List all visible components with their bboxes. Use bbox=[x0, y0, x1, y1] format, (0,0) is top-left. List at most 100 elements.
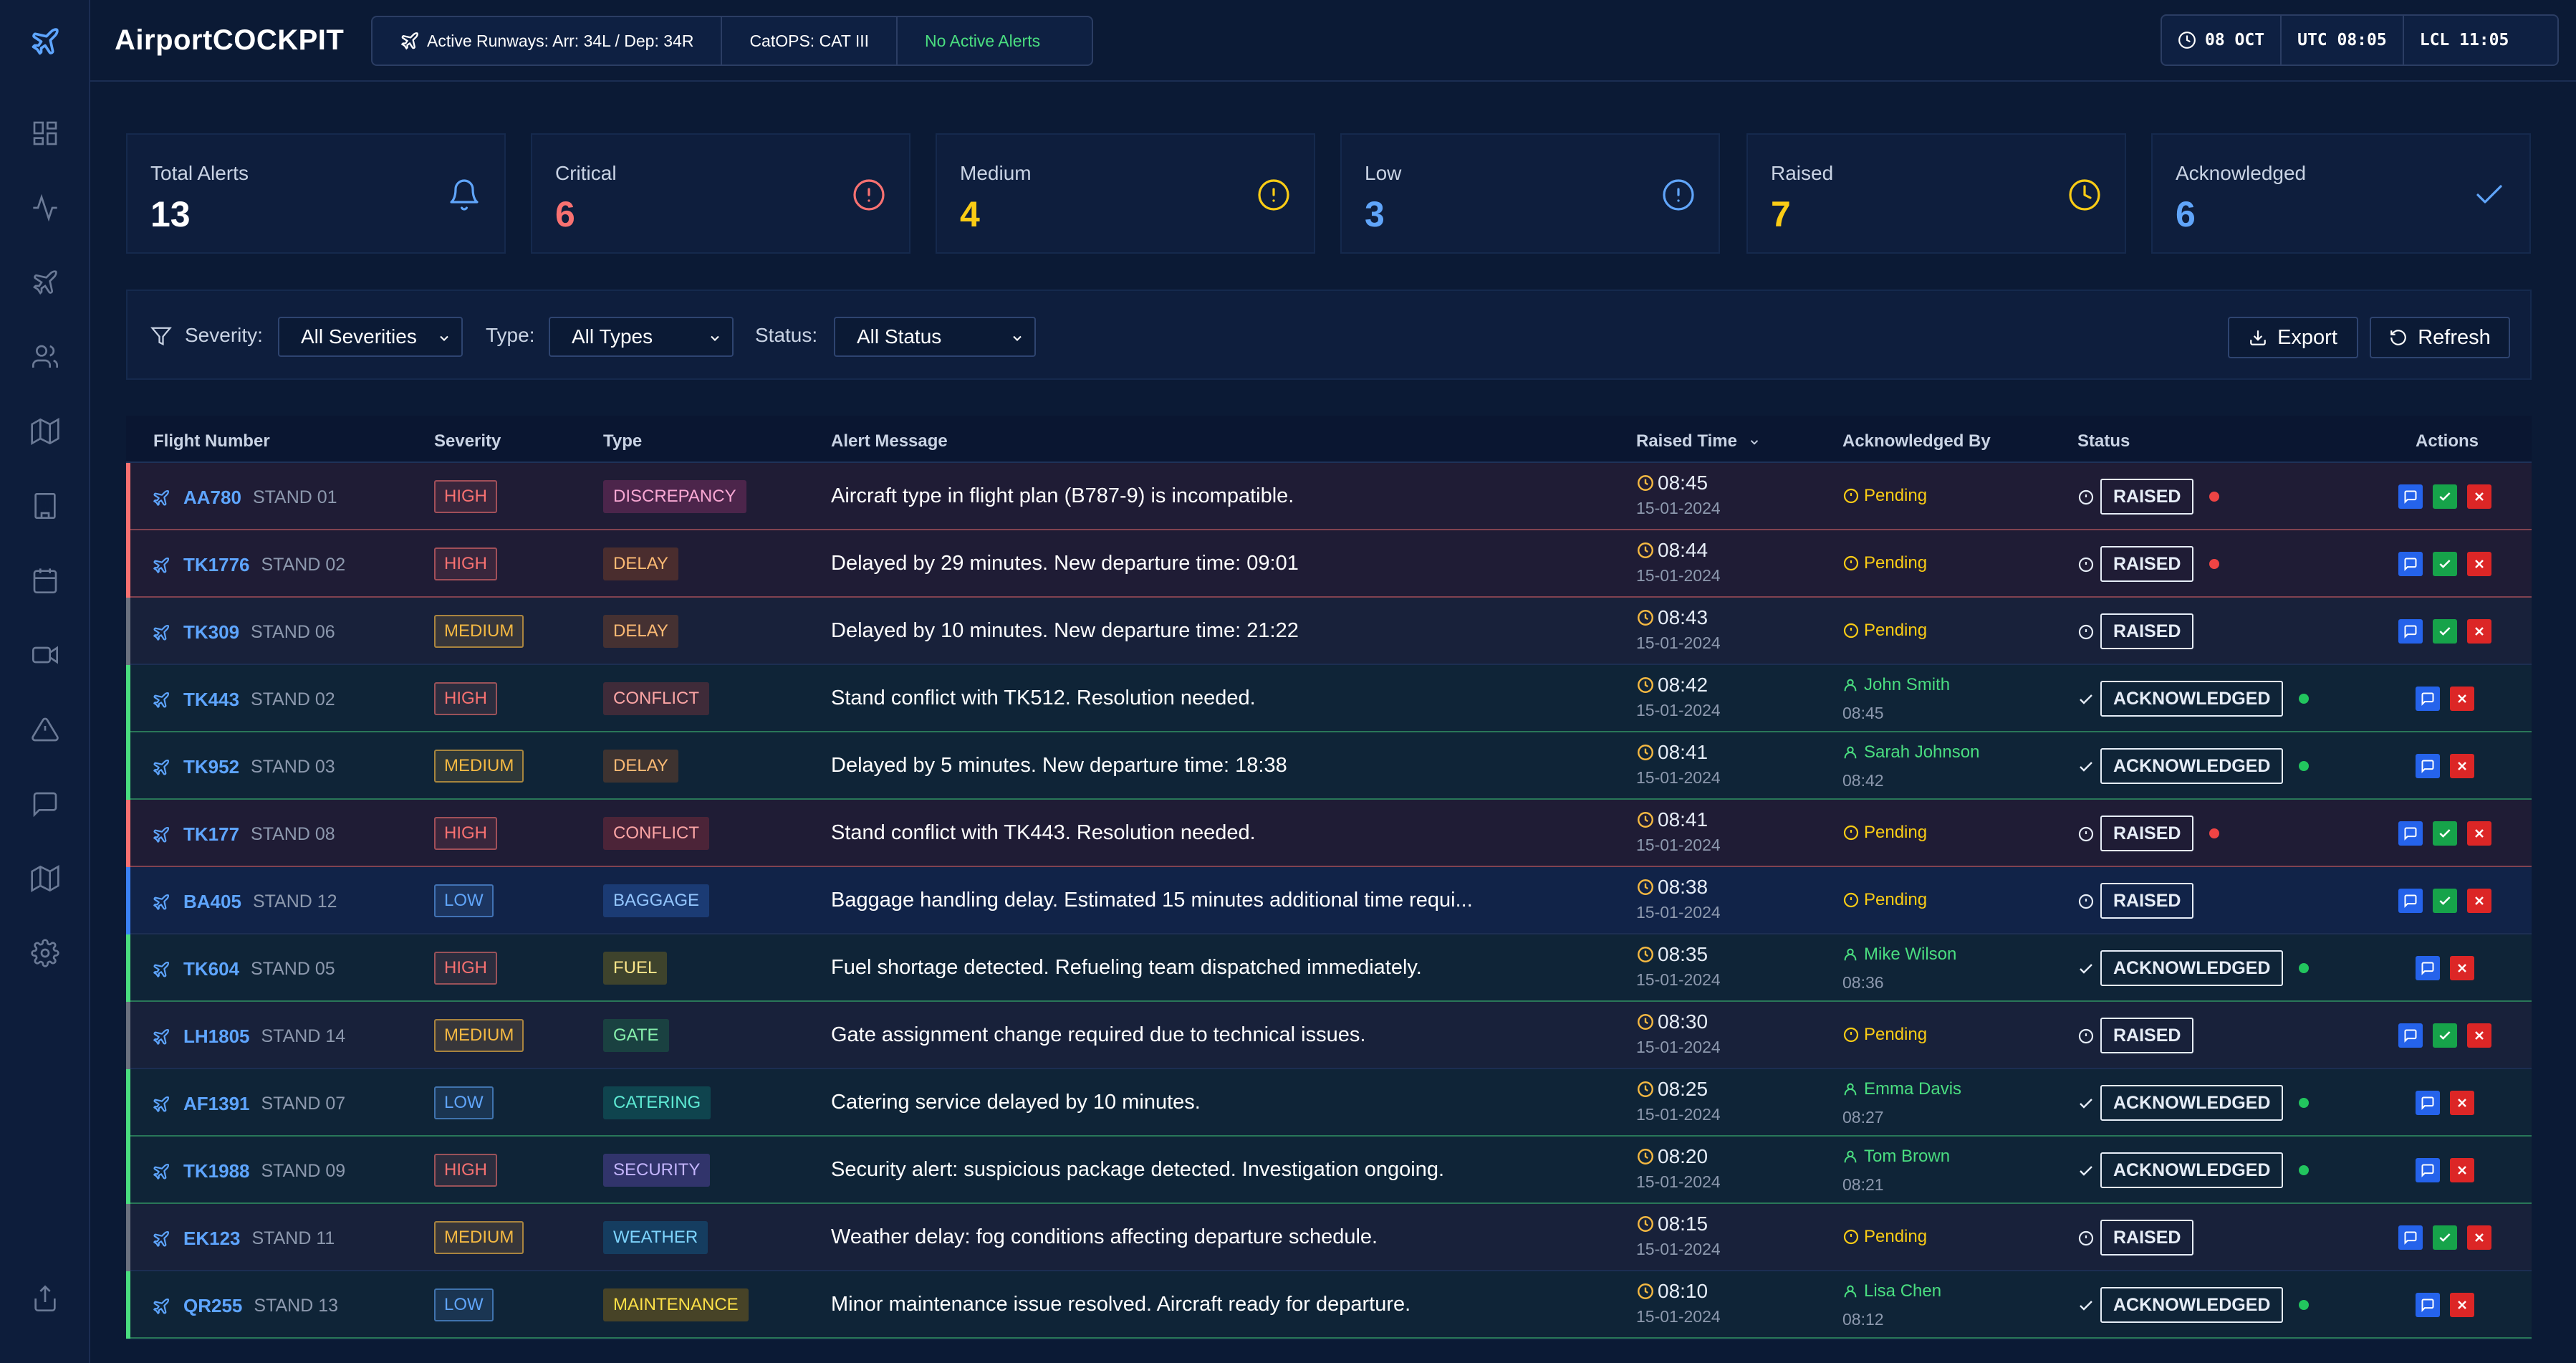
comment-button[interactable] bbox=[2398, 484, 2423, 509]
table-row[interactable]: AA780 STAND 01 HIGH DISCREPANCY Aircraft typ… bbox=[126, 463, 2532, 530]
flight-cell[interactable]: AA780 STAND 01 bbox=[152, 487, 337, 509]
check-icon bbox=[2080, 1166, 2092, 1176]
message-icon bbox=[2404, 1231, 2417, 1245]
flight-cell[interactable]: TK1988 STAND 09 bbox=[152, 1160, 345, 1182]
export-button[interactable]: Export bbox=[2228, 317, 2358, 358]
table-row[interactable]: TK1776 STAND 02 HIGH DELAY Delayed by 29 min… bbox=[126, 530, 2532, 598]
table-row[interactable]: TK952 STAND 03 MEDIUM DELAY Delayed by 5 min… bbox=[126, 732, 2532, 800]
col-severity[interactable]: Severity bbox=[434, 431, 501, 451]
table-row[interactable]: QR255 STAND 13 LOW MAINTENANCE Minor mainten… bbox=[126, 1271, 2532, 1339]
acknowledge-button[interactable] bbox=[2433, 821, 2457, 846]
flight-cell[interactable]: QR255 STAND 13 bbox=[152, 1295, 338, 1317]
comment-button[interactable] bbox=[2416, 1293, 2440, 1317]
flight-cell[interactable]: AF1391 STAND 07 bbox=[152, 1093, 345, 1115]
message-icon bbox=[2421, 692, 2434, 706]
col-flight-number[interactable]: Flight Number bbox=[153, 431, 270, 451]
dismiss-button[interactable] bbox=[2467, 1225, 2491, 1250]
stat-value: 6 bbox=[2176, 194, 2196, 234]
video-icon[interactable] bbox=[0, 633, 90, 676]
users-icon[interactable] bbox=[0, 335, 90, 378]
flight-cell[interactable]: TK952 STAND 03 bbox=[152, 756, 335, 778]
activity-icon[interactable] bbox=[0, 186, 90, 229]
table-row[interactable]: TK604 STAND 05 HIGH FUEL Fuel shortage detec… bbox=[126, 934, 2532, 1002]
flight-cell[interactable]: TK1776 STAND 02 bbox=[152, 554, 345, 576]
table-row[interactable]: EK123 STAND 11 MEDIUM WEATHER Weather delay:… bbox=[126, 1204, 2532, 1271]
settings-icon[interactable] bbox=[0, 932, 90, 975]
dismiss-button[interactable] bbox=[2467, 821, 2491, 846]
comment-button[interactable] bbox=[2416, 1091, 2440, 1115]
table-row[interactable]: TK309 STAND 06 MEDIUM DELAY Delayed by 10 mi… bbox=[126, 598, 2532, 665]
flight-cell[interactable]: EK123 STAND 11 bbox=[152, 1228, 335, 1250]
stand-label: STAND 02 bbox=[261, 555, 346, 575]
comment-button[interactable] bbox=[2398, 552, 2423, 576]
flight-cell[interactable]: TK443 STAND 02 bbox=[152, 689, 335, 711]
dismiss-button[interactable] bbox=[2450, 754, 2474, 778]
table-row[interactable]: TK1988 STAND 09 HIGH SECURITY Security alert… bbox=[126, 1137, 2532, 1204]
alert-triangle-icon[interactable] bbox=[0, 708, 90, 751]
dismiss-button[interactable] bbox=[2467, 1023, 2491, 1048]
flight-cell[interactable]: LH1805 STAND 14 bbox=[152, 1025, 345, 1048]
flight-cell[interactable]: TK177 STAND 08 bbox=[152, 823, 335, 846]
map-icon[interactable] bbox=[0, 410, 90, 453]
acknowledge-button[interactable] bbox=[2433, 552, 2457, 576]
dismiss-button[interactable] bbox=[2467, 484, 2491, 509]
layers-map-icon[interactable] bbox=[0, 857, 90, 900]
flight-cell[interactable]: TK309 STAND 06 bbox=[152, 621, 335, 644]
flights-icon[interactable] bbox=[0, 261, 90, 304]
col-acknowledged-by[interactable]: Acknowledged By bbox=[1842, 431, 1991, 451]
acknowledge-button[interactable] bbox=[2433, 619, 2457, 644]
comment-button[interactable] bbox=[2398, 619, 2423, 644]
upload-icon[interactable] bbox=[0, 1277, 90, 1320]
status-badge: RAISED bbox=[2100, 883, 2194, 919]
acknowledge-button[interactable] bbox=[2433, 484, 2457, 509]
table-row[interactable]: TK443 STAND 02 HIGH CONFLICT Stand conflict … bbox=[126, 665, 2532, 732]
flight-cell[interactable]: BA405 STAND 12 bbox=[152, 891, 337, 913]
raised-date: 15-01-2024 bbox=[1636, 1307, 1721, 1326]
comment-button[interactable] bbox=[2416, 956, 2440, 980]
table-row[interactable]: AF1391 STAND 07 LOW CATERING Catering servic… bbox=[126, 1069, 2532, 1137]
building-icon[interactable] bbox=[0, 484, 90, 527]
table-row[interactable]: BA405 STAND 12 LOW BAGGAGE Baggage handling … bbox=[126, 867, 2532, 934]
dismiss-button[interactable] bbox=[2450, 687, 2474, 711]
message-icon[interactable] bbox=[0, 783, 90, 826]
severity-select[interactable]: All Severities bbox=[278, 317, 463, 357]
raised-time-value: 08:30 bbox=[1658, 1010, 1708, 1033]
dashboard-icon[interactable] bbox=[0, 112, 90, 155]
comment-button[interactable] bbox=[2398, 889, 2423, 913]
acknowledge-button[interactable] bbox=[2433, 1023, 2457, 1048]
utc-time: UTC 08:05 bbox=[2282, 16, 2404, 64]
comment-button[interactable] bbox=[2398, 1225, 2423, 1250]
refresh-icon bbox=[2390, 330, 2407, 345]
dismiss-button[interactable] bbox=[2450, 1293, 2474, 1317]
alert-message: Delayed by 10 minutes. New departure tim… bbox=[831, 619, 1299, 642]
col-raised-time[interactable]: Raised Time bbox=[1636, 431, 1761, 451]
refresh-button[interactable]: Refresh bbox=[2370, 317, 2510, 358]
col-alert-message[interactable]: Alert Message bbox=[831, 431, 948, 451]
type-select[interactable]: All Types bbox=[549, 317, 734, 357]
dismiss-button[interactable] bbox=[2450, 956, 2474, 980]
comment-button[interactable] bbox=[2416, 687, 2440, 711]
calendar-icon[interactable] bbox=[0, 559, 90, 602]
col-status[interactable]: Status bbox=[2077, 431, 2130, 451]
comment-button[interactable] bbox=[2416, 754, 2440, 778]
acknowledge-button[interactable] bbox=[2433, 889, 2457, 913]
pending-label: Pending bbox=[1864, 486, 1928, 505]
raised-time: 08:45 15-01-2024 bbox=[1636, 472, 1721, 518]
dismiss-button[interactable] bbox=[2450, 1158, 2474, 1182]
col-type[interactable]: Type bbox=[603, 431, 643, 451]
acknowledge-button[interactable] bbox=[2433, 1225, 2457, 1250]
comment-button[interactable] bbox=[2398, 821, 2423, 846]
table-row[interactable]: LH1805 STAND 14 MEDIUM GATE Gate assignment … bbox=[126, 1002, 2532, 1069]
dismiss-button[interactable] bbox=[2467, 619, 2491, 644]
alert-circle-icon bbox=[853, 179, 885, 211]
check-icon bbox=[2439, 492, 2451, 501]
dismiss-button[interactable] bbox=[2467, 552, 2491, 576]
flight-cell[interactable]: TK604 STAND 05 bbox=[152, 958, 335, 980]
status-select[interactable]: All Status bbox=[834, 317, 1036, 357]
dismiss-button[interactable] bbox=[2467, 889, 2491, 913]
plane-logo-icon[interactable] bbox=[0, 20, 90, 63]
comment-button[interactable] bbox=[2398, 1023, 2423, 1048]
comment-button[interactable] bbox=[2416, 1158, 2440, 1182]
table-row[interactable]: TK177 STAND 08 HIGH CONFLICT Stand conflict … bbox=[126, 800, 2532, 867]
dismiss-button[interactable] bbox=[2450, 1091, 2474, 1115]
